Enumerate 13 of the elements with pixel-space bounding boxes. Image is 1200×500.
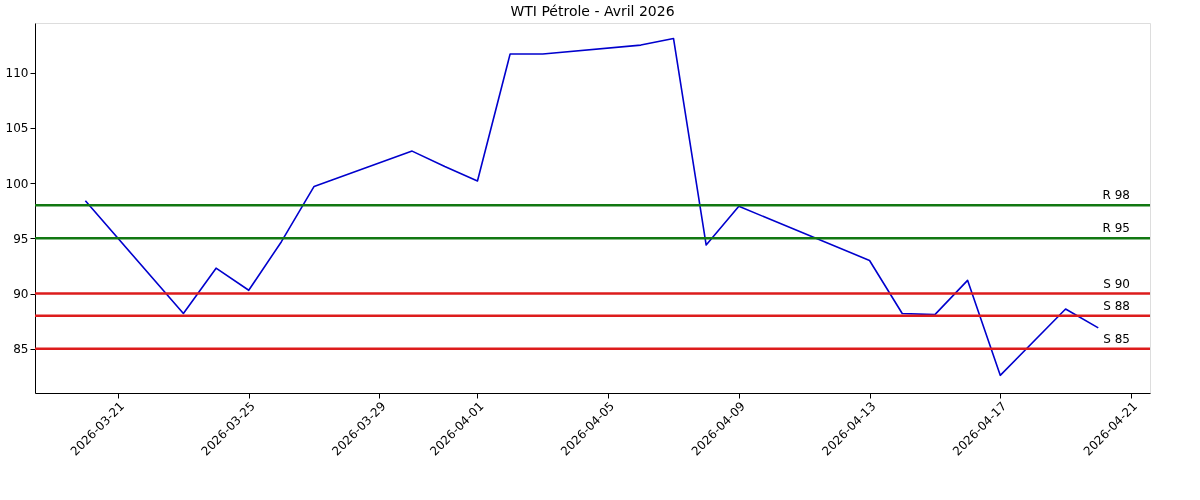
y-tick-label: 105: [5, 121, 29, 136]
y-tick-label: 110: [5, 66, 29, 81]
y-tick-label: 100: [5, 176, 29, 191]
chart-title: WTI Pétrole - Avril 2026: [510, 3, 675, 19]
ref-line-label: S 85: [1103, 331, 1130, 346]
ref-line-label: S 90: [1103, 276, 1130, 291]
line-series: [84, 37, 1100, 377]
y-tick-label: 85: [13, 342, 29, 357]
ref-line-label: S 88: [1103, 298, 1130, 313]
y-tick-label: 90: [13, 287, 29, 302]
ref-line-label: R 98: [1102, 188, 1130, 203]
ref-line-label: R 95: [1102, 221, 1130, 236]
y-tick-label: 95: [13, 231, 29, 246]
